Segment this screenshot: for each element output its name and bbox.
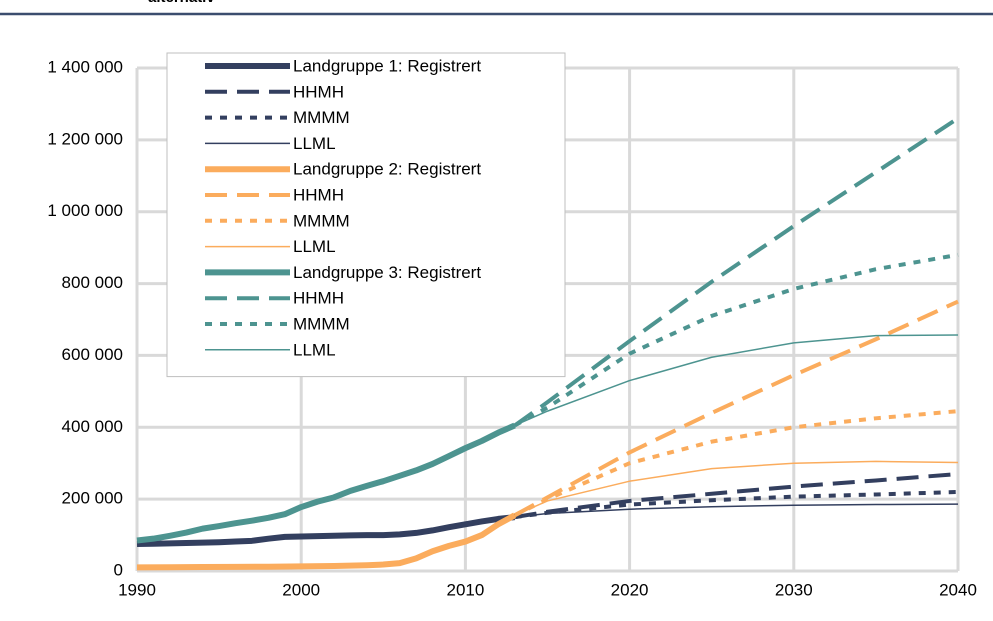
- series-line: [136, 514, 515, 548]
- series-line: [513, 116, 960, 428]
- x-tick-label: 2020: [611, 580, 649, 599]
- y-tick-label: 1 200 000: [47, 129, 123, 148]
- x-tick-label: 2000: [282, 580, 320, 599]
- legend-label: LLML: [293, 237, 336, 256]
- y-tick-label: 1 000 000: [47, 201, 123, 220]
- legend-label: Landgruppe 2: Registrert: [293, 160, 481, 179]
- y-tick-label: 0: [114, 560, 123, 579]
- series-line: [514, 460, 959, 516]
- series-line: [136, 422, 516, 544]
- legend-label: MMMM: [293, 211, 350, 230]
- legend-label: MMMM: [293, 314, 350, 333]
- series-line: [513, 409, 959, 518]
- x-tick-label: 2030: [775, 580, 813, 599]
- x-tick-label: 1990: [118, 580, 156, 599]
- x-tick-label: 2040: [939, 580, 977, 599]
- y-tick-label: 600 000: [62, 345, 123, 364]
- legend-label: HHMH: [293, 185, 344, 204]
- legend-box: [166, 52, 566, 378]
- series-line: [514, 334, 959, 427]
- chart-title: alternativ: [148, 0, 215, 6]
- series-line: [136, 512, 517, 571]
- legend-label: MMMM: [293, 108, 350, 127]
- y-tick-label: 200 000: [62, 489, 123, 508]
- series-line: [513, 299, 959, 518]
- y-tick-label: 400 000: [62, 417, 123, 436]
- series-line: [514, 503, 959, 518]
- legend-label: HHMH: [293, 289, 344, 308]
- legend-label: LLML: [293, 134, 336, 153]
- legend-label: Landgruppe 3: Registrert: [293, 263, 481, 282]
- legend-label: Landgruppe 1: Registrert: [293, 56, 481, 75]
- y-tick-label: 1 400 000: [47, 57, 123, 76]
- y-tick-label: 800 000: [62, 273, 123, 292]
- x-tick-label: 2010: [446, 580, 484, 599]
- legend-label: HHMH: [293, 82, 344, 101]
- series-line: [513, 252, 959, 428]
- legend-label: LLML: [293, 340, 336, 359]
